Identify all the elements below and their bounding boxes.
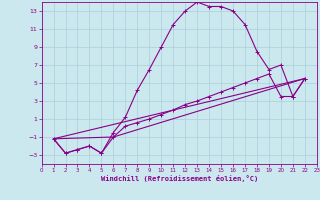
X-axis label: Windchill (Refroidissement éolien,°C): Windchill (Refroidissement éolien,°C): [100, 175, 258, 182]
